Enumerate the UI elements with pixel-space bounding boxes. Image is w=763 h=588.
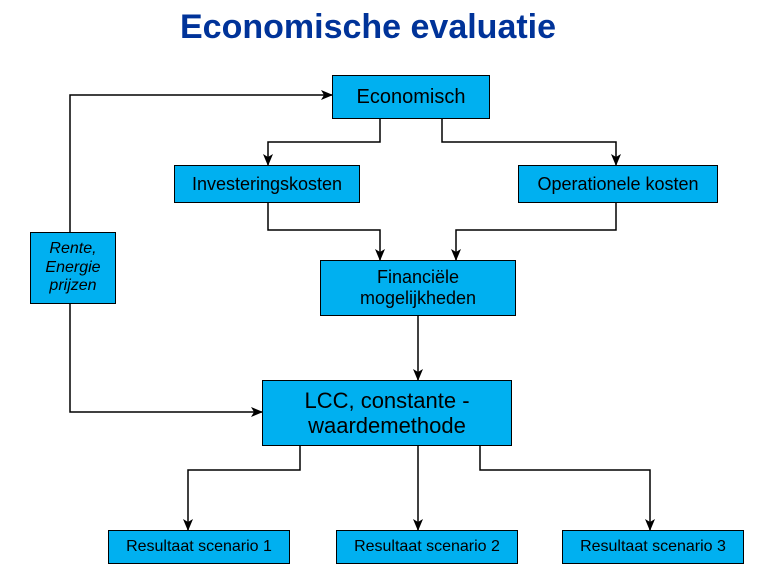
node-label: LCC, constante -waardemethode xyxy=(304,388,469,439)
node-financiele-mogelijkheden: Financiëlemogelijkheden xyxy=(320,260,516,316)
node-label: Resultaat scenario 3 xyxy=(580,538,726,556)
edge-oper-to-fin xyxy=(456,203,616,260)
node-operationele-kosten: Operationele kosten xyxy=(518,165,718,203)
diagram-stage: Economische evaluatie Economisch Investe… xyxy=(0,0,763,588)
node-resultaat-2: Resultaat scenario 2 xyxy=(336,530,518,564)
edge-lcc-to-r3 xyxy=(480,446,650,530)
edge-rente-to-lcc xyxy=(70,304,262,412)
edge-lcc-to-r1 xyxy=(188,446,300,530)
node-rente-energie-prijzen: Rente,Energieprijzen xyxy=(30,232,116,304)
node-investeringskosten: Investeringskosten xyxy=(174,165,360,203)
node-label: Economisch xyxy=(357,86,466,109)
edge-invest-to-fin xyxy=(268,203,380,260)
node-economisch: Economisch xyxy=(332,75,490,119)
node-resultaat-3: Resultaat scenario 3 xyxy=(562,530,744,564)
node-label: Resultaat scenario 2 xyxy=(354,538,500,556)
edge-econ-to-oper xyxy=(442,119,616,165)
node-resultaat-1: Resultaat scenario 1 xyxy=(108,530,290,564)
node-label: Rente,Energieprijzen xyxy=(45,240,100,295)
node-label: Resultaat scenario 1 xyxy=(126,538,272,556)
node-lcc: LCC, constante -waardemethode xyxy=(262,380,512,446)
diagram-title: Economische evaluatie xyxy=(180,8,556,47)
edge-rente-to-econ xyxy=(70,95,332,232)
node-label: Investeringskosten xyxy=(192,174,342,195)
edge-econ-to-invest xyxy=(268,119,380,165)
node-label: Operationele kosten xyxy=(537,174,698,195)
node-label: Financiëlemogelijkheden xyxy=(360,267,476,308)
